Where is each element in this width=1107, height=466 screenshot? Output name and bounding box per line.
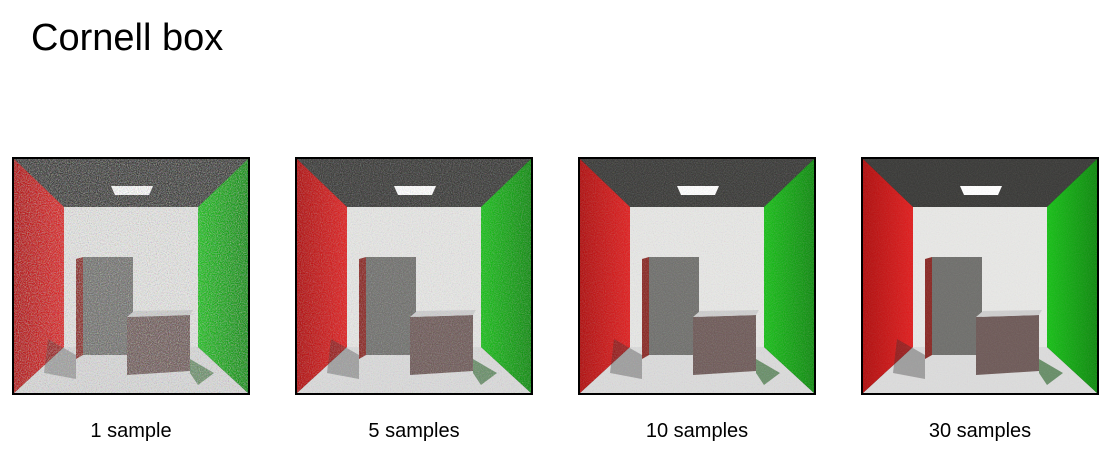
render-tile: 10 samples [578, 157, 816, 442]
render-gallery: 1 sample 5 samples 10 samples 30 samples [12, 157, 1102, 457]
render-tile: 30 samples [861, 157, 1099, 442]
render-tile: 5 samples [295, 157, 533, 442]
cornell-box-render-image [578, 157, 816, 395]
cornell-box-render-image [12, 157, 250, 395]
cornell-box-render-image [861, 157, 1099, 395]
page-title: Cornell box [31, 17, 224, 59]
render-caption: 10 samples [645, 420, 749, 442]
render-caption: 5 samples [368, 420, 460, 442]
render-caption: 1 sample [90, 420, 172, 442]
render-tile: 1 sample [12, 157, 250, 442]
cornell-box-render-image [295, 157, 533, 395]
render-caption: 30 samples [928, 420, 1032, 442]
